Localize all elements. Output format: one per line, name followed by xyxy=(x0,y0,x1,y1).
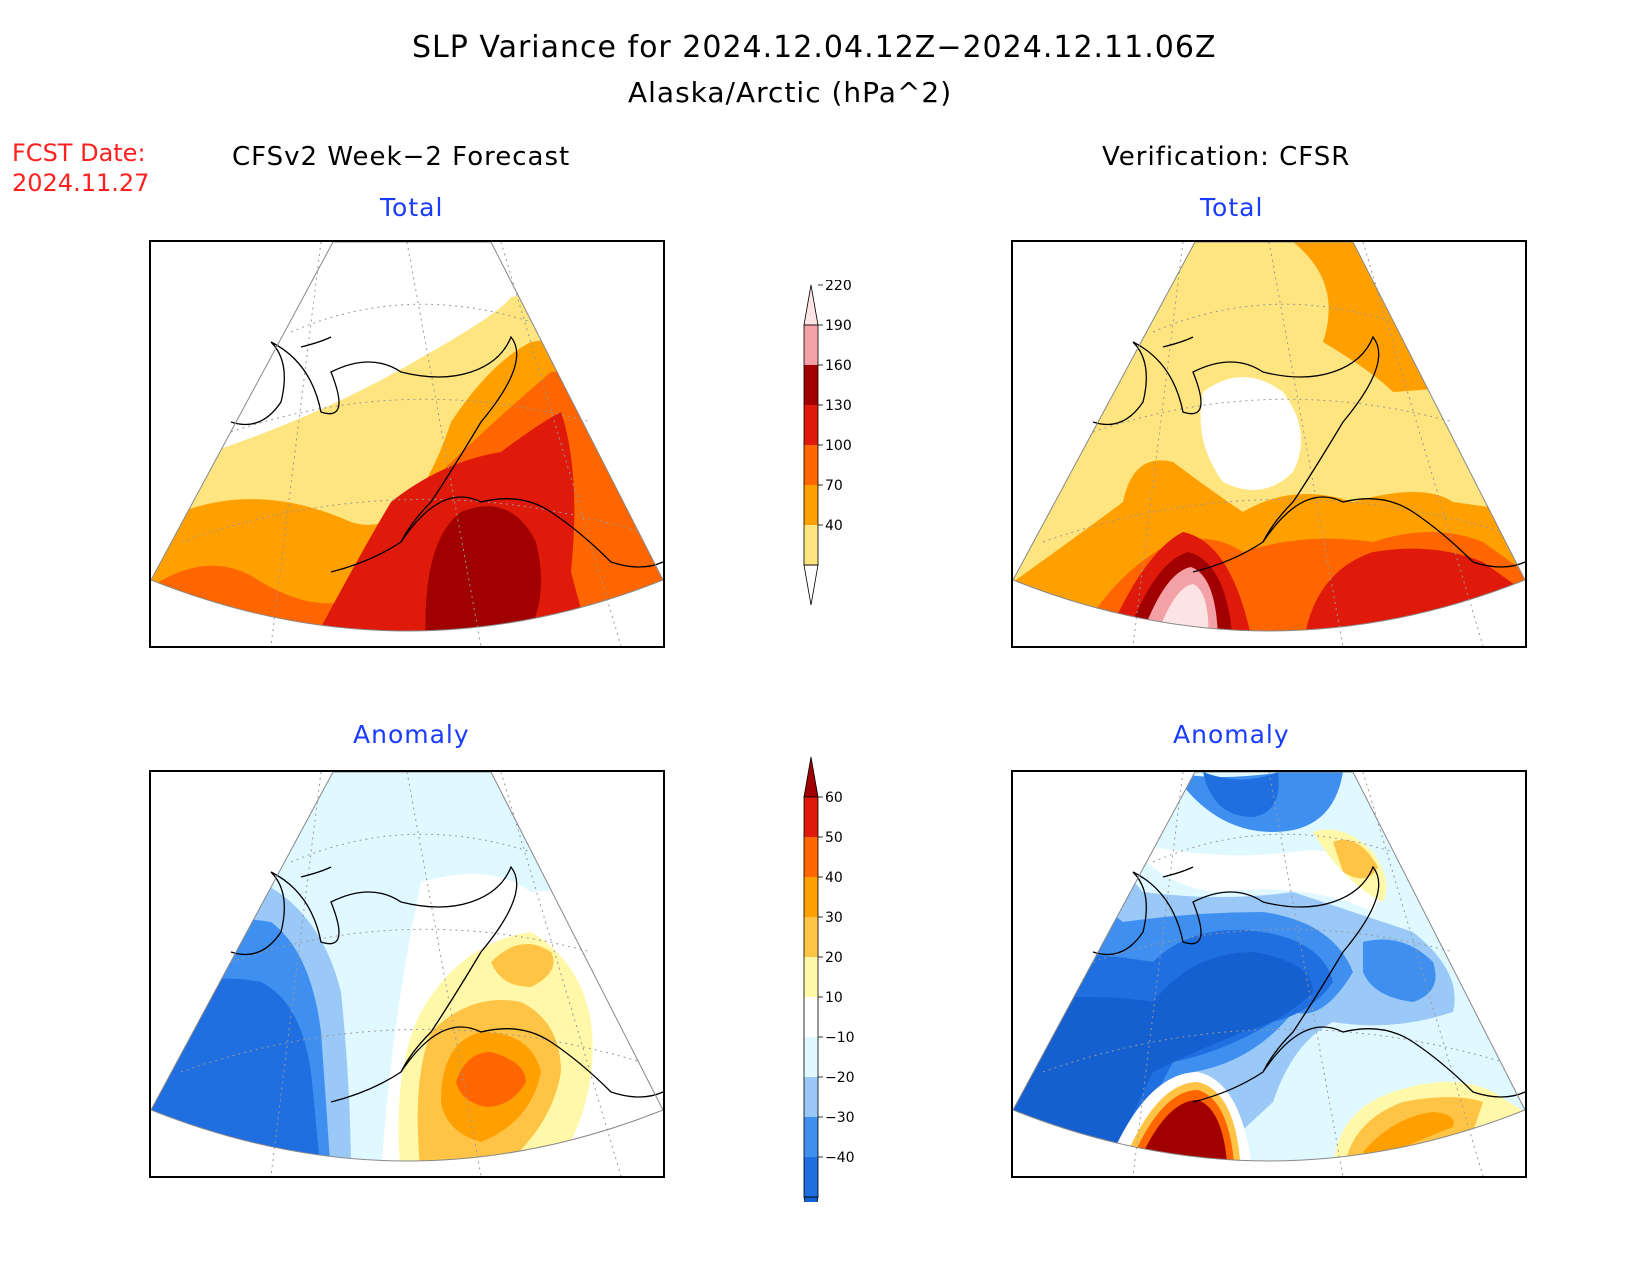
anomaly-colorbar-tick-label: 50 xyxy=(825,830,843,846)
total-colorbar-swatch xyxy=(804,485,818,525)
total-colorbar-tick-label: 70 xyxy=(825,478,843,494)
anomaly-colorbar-swatch xyxy=(804,837,818,877)
total-colorbar-svg: 40 70 100 130 160 190 220 xyxy=(803,278,852,606)
forecast-anomaly-label: Anomaly xyxy=(353,720,470,749)
total-colorbar-tick-label: 130 xyxy=(825,398,852,414)
verification-total-label: Total xyxy=(1200,193,1264,222)
anomaly-colorbar-swatch xyxy=(804,917,818,957)
verification-anomaly-label: Anomaly xyxy=(1173,720,1290,749)
anomaly-colorbar: −40 −30 −20 −10 10 20 30 40 50 60 xyxy=(790,752,870,1238)
anomaly-colorbar-tick-label: 40 xyxy=(825,870,843,886)
forecast-total-label: Total xyxy=(380,193,444,222)
anomaly-colorbar-tick-label: 30 xyxy=(825,910,843,926)
anomaly-colorbar-tick-label: 10 xyxy=(825,990,843,1006)
fcst-date-label: FCST Date: xyxy=(12,139,146,167)
total-colorbar-swatch xyxy=(804,525,818,565)
anomaly-colorbar-swatch xyxy=(804,1157,818,1197)
total-colorbar-tick-label: 100 xyxy=(825,438,852,454)
page-subtitle: Alaska/Arctic (hPa^2) xyxy=(628,76,953,109)
anomaly-colorbar-swatch xyxy=(804,1077,818,1117)
anomaly-colorbar-svg: −40 −30 −20 −10 10 20 30 40 50 60 xyxy=(803,756,855,1238)
verification-total-map xyxy=(1011,240,1527,648)
anomaly-colorbar-swatch xyxy=(804,877,818,917)
forecast-total-map xyxy=(149,240,665,648)
total-colorbar-swatch xyxy=(804,365,818,405)
anomaly-colorbar-swatch xyxy=(804,997,818,1037)
anomaly-colorbar-swatch xyxy=(804,1117,818,1157)
total-colorbar-tick-label: 40 xyxy=(825,518,843,534)
fcst-date-value: 2024.11.27 xyxy=(12,169,150,197)
total-colorbar-tick-label: 190 xyxy=(825,318,852,334)
anomaly-colorbar-swatch xyxy=(804,957,818,997)
forecast-anomaly-map xyxy=(149,770,665,1178)
total-colorbar-under-swatch xyxy=(803,564,819,606)
total-colorbar-swatch xyxy=(803,284,819,326)
verification-column-title: Verification: CFSR xyxy=(1102,142,1351,172)
verification-anomaly-map xyxy=(1011,770,1527,1178)
anomaly-colorbar-under-swatch xyxy=(803,1196,819,1238)
total-colorbar-swatch xyxy=(804,445,818,485)
total-colorbar: 40 70 100 130 160 190 220 xyxy=(790,278,870,620)
anomaly-colorbar-tick-label: −10 xyxy=(825,1030,855,1046)
anomaly-colorbar-swatch xyxy=(804,1037,818,1077)
anomaly-colorbar-tick-label: −40 xyxy=(825,1150,855,1166)
total-colorbar-tick-label: 160 xyxy=(825,358,852,374)
anomaly-colorbar-tick-label: −20 xyxy=(825,1070,855,1086)
anomaly-colorbar-swatch xyxy=(803,756,819,798)
anomaly-colorbar-swatch xyxy=(804,797,818,837)
forecast-column-title: CFSv2 Week−2 Forecast xyxy=(232,142,571,172)
total-colorbar-tick-label: 220 xyxy=(825,280,852,294)
anomaly-colorbar-tick-label: 20 xyxy=(825,950,843,966)
page-title: SLP Variance for 2024.12.04.12Z−2024.12.… xyxy=(412,30,1217,65)
total-colorbar-swatch xyxy=(804,405,818,445)
anomaly-colorbar-tick-label: 60 xyxy=(825,790,843,806)
total-colorbar-swatch xyxy=(804,325,818,365)
anomaly-colorbar-tick-label: −30 xyxy=(825,1110,855,1126)
